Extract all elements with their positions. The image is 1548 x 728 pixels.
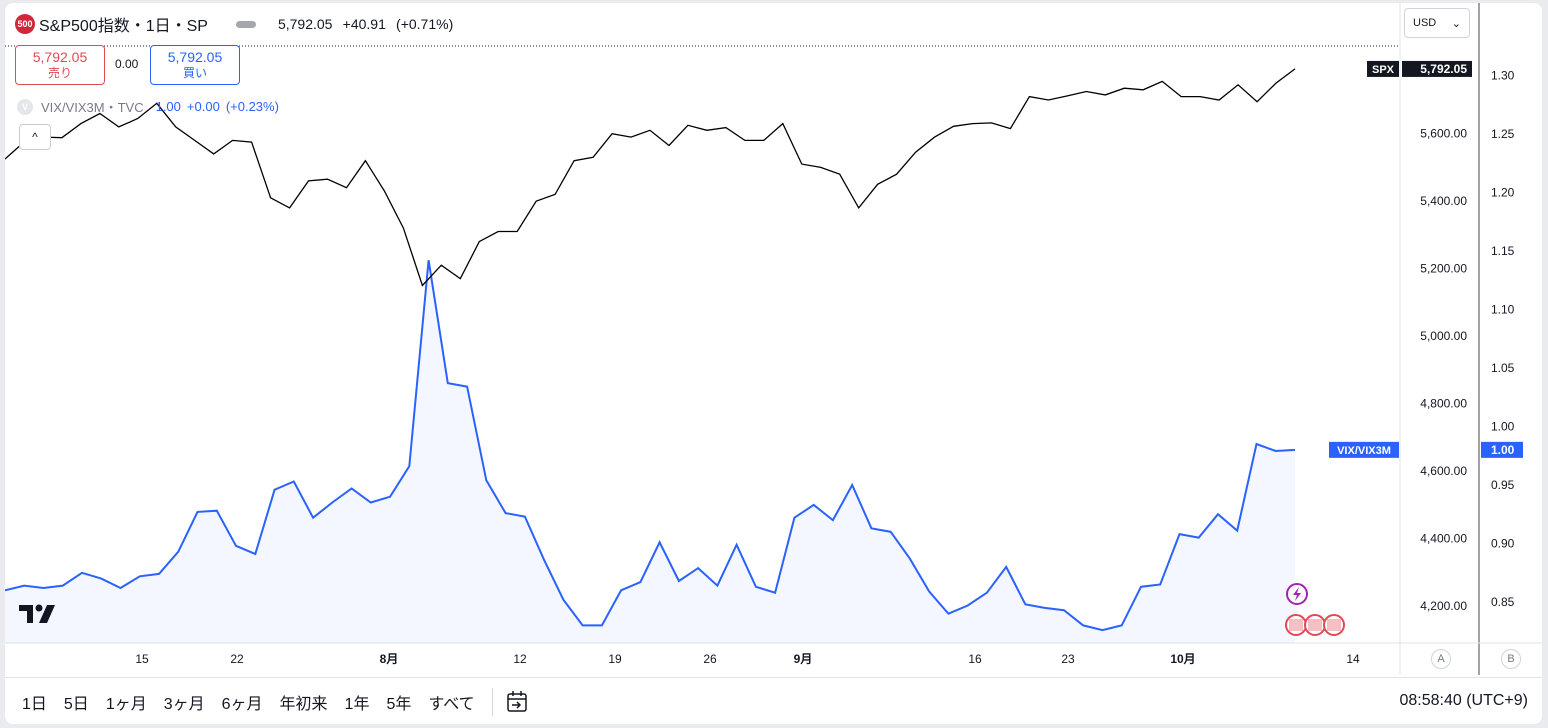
timezone-clock[interactable]: 08:58:40 (UTC+9) [1399, 692, 1528, 709]
x-tick-label: 19 [608, 652, 622, 666]
right-tick-label: 0.90 [1491, 537, 1515, 551]
currency-label: USD [1413, 17, 1437, 29]
x-tick-label: 23 [1061, 652, 1075, 666]
tf-ytd[interactable]: 年初来 [279, 695, 328, 713]
spx-name-tag [1367, 60, 1399, 77]
tf-5d[interactable]: 5日 [63, 695, 89, 713]
price-change-pct: (+0.71%) [396, 15, 454, 32]
x-tick-label: 22 [230, 652, 244, 666]
spx-series [5, 68, 1296, 287]
x-tick-label: 16 [968, 652, 982, 666]
left-tick-label: 4,600.00 [1420, 464, 1467, 478]
vix-name-tag [1329, 441, 1399, 458]
price-change: +40.91 [342, 15, 386, 32]
right-tick-label: 1.30 [1491, 68, 1515, 82]
sp500-logo-icon: 500 [15, 14, 35, 34]
vix-area [5, 260, 1295, 643]
spx-name-label: SPX [1372, 64, 1395, 76]
vix-value-tag [1481, 441, 1523, 458]
collapse-legend-button[interactable]: ^ [19, 124, 51, 150]
left-tick-label: 5,200.00 [1420, 262, 1467, 276]
vix-value-label: 1.00 [1491, 443, 1515, 457]
vix-name-label: VIX/VIX3M [1337, 445, 1391, 457]
x-tick-label: 10月 [1170, 652, 1195, 666]
symbol-title[interactable]: S&P500指数・1日・SP [39, 18, 208, 35]
sell-price: 5,792.05 [32, 49, 88, 65]
scale-b-label: B [1507, 653, 1515, 665]
flag-stripes [1308, 619, 1322, 631]
left-price-axis[interactable]: 4,200.00 4,400.00 4,600.00 4,800.00 5,000.00… [1420, 127, 1467, 613]
indicator-change-pct: (+0.23%) [225, 99, 279, 114]
time-axis[interactable]: 15 22 8月 12 19 26 9月 16 23 10月 14 [135, 652, 1360, 666]
tf-5y[interactable]: 5年 [386, 695, 412, 713]
right-tick-label: 1.00 [1491, 419, 1515, 433]
left-tick-label: 5,400.00 [1420, 194, 1467, 208]
series-last-labels: SPX 5,792.05 VIX/VIX3M 1.00 [1329, 60, 1523, 458]
flag-stripes [1327, 619, 1341, 631]
x-tick-label: 14 [1346, 652, 1360, 666]
price-chart[interactable]: 4,200.00 4,400.00 4,600.00 4,800.00 5,000.00… [5, 3, 1542, 675]
chevron-up-icon: ^ [32, 130, 38, 144]
buy-button[interactable]: 5,792.05 買い [150, 45, 240, 85]
scale-b-button[interactable]: B [1501, 649, 1521, 669]
buy-price: 5,792.05 [167, 49, 223, 65]
tf-1y[interactable]: 1年 [344, 695, 370, 713]
vix-series [5, 260, 1296, 643]
quote-values: 5,792.05 +40.91 (+0.71%) [278, 16, 459, 33]
currency-select[interactable]: USD ⌄ [1404, 8, 1470, 38]
spx-price-tag [1402, 60, 1472, 77]
spx-price-label: 5,792.05 [1420, 62, 1467, 76]
left-tick-label: 4,800.00 [1420, 397, 1467, 411]
tf-all[interactable]: すべて [428, 695, 475, 713]
left-tick-label: 4,400.00 [1420, 531, 1467, 545]
auto-scale-label: A [1437, 653, 1445, 665]
tf-3m[interactable]: 3ヶ月 [163, 695, 205, 713]
last-price: 5,792.05 [277, 15, 333, 32]
bottom-toolbar: 1日 5日 1ヶ月 3ヶ月 6ヶ月 年初来 1年 5年 すべて 08:58:40… [5, 677, 1542, 724]
sell-button[interactable]: 5,792.05 売り [15, 45, 105, 85]
tf-6m[interactable]: 6ヶ月 [221, 695, 263, 713]
tf-1d[interactable]: 1日 [22, 695, 47, 713]
right-price-axis[interactable]: 0.85 0.90 0.95 1.00 1.05 1.10 1.15 1.20 1.25 1.30 [1491, 68, 1515, 609]
us-flag-event-icon[interactable] [1323, 614, 1345, 636]
indicator-name[interactable]: VIX/VIX3M・TVC [41, 100, 144, 115]
x-tick-label: 26 [703, 652, 717, 666]
vix-line [5, 260, 1296, 632]
sell-label: 売り [47, 66, 72, 80]
left-tick-label: 4,200.00 [1420, 599, 1467, 613]
right-tick-label: 0.95 [1491, 478, 1515, 492]
right-tick-label: 1.10 [1491, 302, 1515, 316]
lightning-glyph [1293, 587, 1301, 601]
indicator-legend[interactable]: V VIX/VIX3M・TVC 1.00 +0.00 (+0.23%) [17, 97, 279, 116]
go-to-date-icon[interactable] [503, 688, 531, 716]
right-tick-label: 1.05 [1491, 361, 1515, 375]
indicator-logo-icon: V [17, 98, 33, 115]
indicator-change: +0.00 [186, 99, 220, 114]
left-tick-label: 5,000.00 [1420, 329, 1467, 343]
market-status-icon[interactable] [235, 20, 256, 28]
auto-scale-button[interactable]: A [1431, 649, 1451, 669]
right-tick-label: 0.85 [1491, 595, 1515, 609]
x-tick-label: 8月 [380, 652, 399, 666]
indicator-value: 1.00 [155, 99, 181, 114]
x-tick-label: 12 [513, 652, 527, 666]
buy-label: 買い [182, 66, 207, 80]
tf-1m[interactable]: 1ヶ月 [105, 695, 147, 713]
symbol-header[interactable]: 500 S&P500指数・1日・SP 5,792.05 +40.91 (+0.7… [15, 12, 459, 36]
x-tick-label: 15 [135, 652, 149, 666]
spx-line [5, 68, 1296, 287]
right-tick-label: 1.25 [1491, 127, 1515, 141]
right-tick-label: 1.15 [1491, 244, 1515, 258]
left-tick-label: 5,600.00 [1420, 127, 1467, 141]
toolbar-divider [491, 687, 493, 716]
event-markers[interactable] [1285, 583, 1345, 636]
tradingview-logo-icon[interactable] [19, 603, 63, 625]
x-tick-label: 9月 [794, 652, 813, 666]
chart-app: 4,200.00 4,400.00 4,600.00 4,800.00 5,000.00… [5, 3, 1542, 724]
spread-value: 0.00 [115, 57, 139, 71]
right-tick-label: 1.20 [1491, 185, 1515, 199]
flag-stripes [1289, 619, 1303, 631]
chevron-down-icon: ⌄ [1451, 17, 1461, 30]
